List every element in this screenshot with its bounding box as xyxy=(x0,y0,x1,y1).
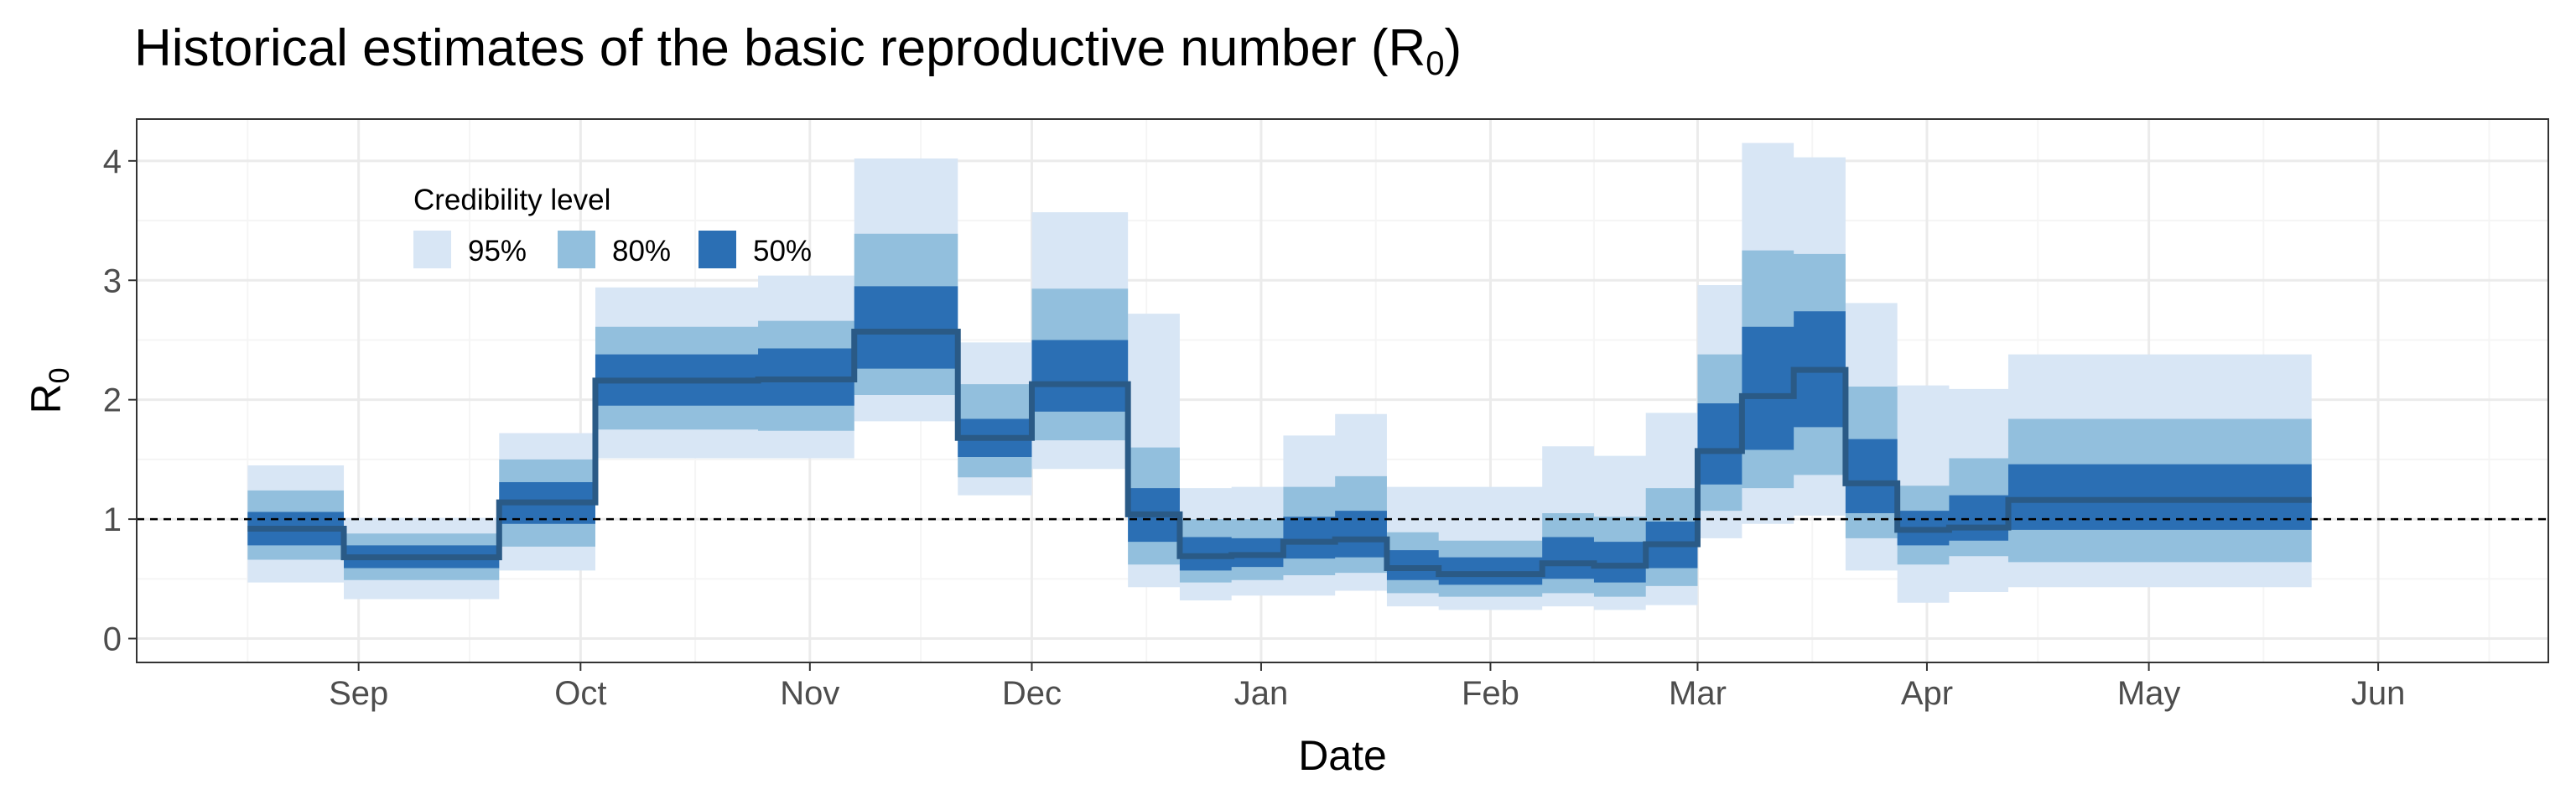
y-tick-label: 0 xyxy=(103,621,122,658)
legend-swatch-50 xyxy=(699,231,736,268)
median-layer xyxy=(247,329,2312,578)
y-axis-title-text: R xyxy=(23,383,70,413)
legend: Credibility level 95% 80% 50% xyxy=(413,184,812,268)
legend-swatch-80 xyxy=(558,231,595,268)
x-tick-label: Sep xyxy=(329,675,388,712)
y-tick-label: 4 xyxy=(103,143,122,180)
median-line xyxy=(247,329,2312,578)
x-tick-label: Dec xyxy=(1002,675,1062,712)
legend-label-95: 95% xyxy=(468,235,527,267)
legend-title: Credibility level xyxy=(413,184,610,216)
ci-50-band xyxy=(247,286,2312,585)
x-tick-label: Feb xyxy=(1462,675,1519,712)
x-tick-label: May xyxy=(2117,675,2181,712)
y-tick-label: 3 xyxy=(103,262,122,299)
x-tick-label: Jun xyxy=(2351,675,2406,712)
y-axis: 0 1 2 3 4 xyxy=(103,143,137,658)
plot-panel-border xyxy=(136,118,2549,663)
y-axis-title: R0 xyxy=(23,367,75,413)
legend-label-80: 80% xyxy=(612,235,671,267)
chart-title-suffix: ) xyxy=(1445,19,1462,77)
chart-title-subscript: 0 xyxy=(1426,45,1444,82)
legend-label-50: 50% xyxy=(753,235,812,267)
y-tick-label: 1 xyxy=(103,501,122,538)
legend-swatch-95 xyxy=(413,231,451,268)
y-axis-title-subscript: 0 xyxy=(44,367,75,383)
x-axis: Sep Oct Nov Dec Jan Feb Mar Apr May Jun xyxy=(329,662,2405,712)
x-tick-label: Nov xyxy=(780,675,839,712)
x-tick-label: Jan xyxy=(1234,675,1289,712)
x-tick-label: Apr xyxy=(1901,675,1953,712)
y-tick-label: 2 xyxy=(103,382,122,419)
x-tick-label: Mar xyxy=(1669,675,1727,712)
x-tick-label: Oct xyxy=(554,675,606,712)
chart-title-text: Historical estimates of the basic reprod… xyxy=(134,19,1426,77)
x-axis-title: Date xyxy=(1298,732,1387,779)
band-50 xyxy=(247,286,2312,585)
chart-title: Historical estimates of the basic reprod… xyxy=(134,19,1462,82)
